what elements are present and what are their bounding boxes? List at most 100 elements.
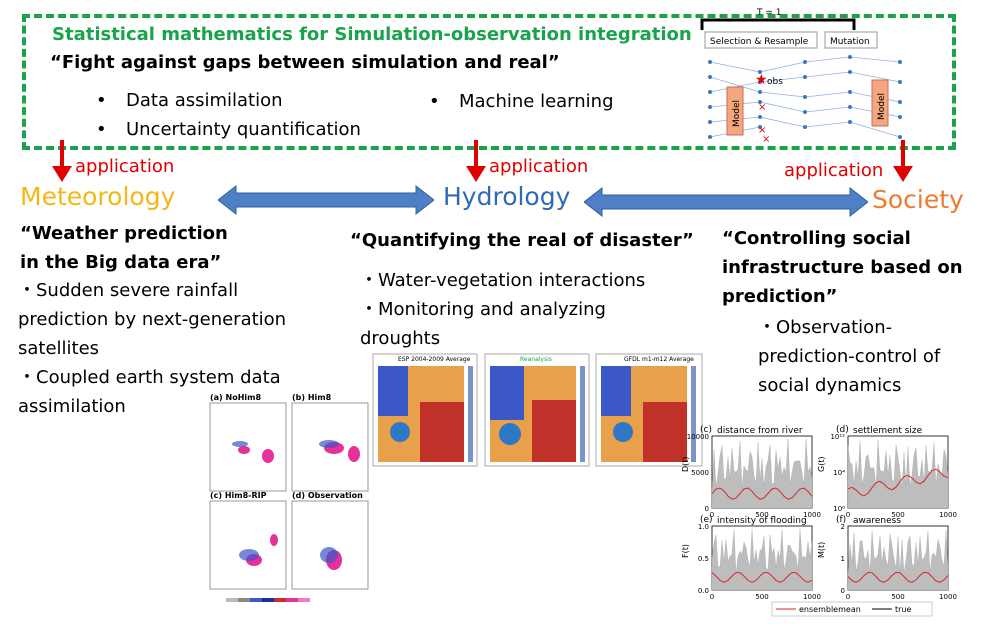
legend-mean-label: ensemblemean — [799, 605, 861, 614]
hydro-panel-title-2: Reanalysis — [520, 356, 552, 363]
soc-item-line1: ・Observation- — [758, 317, 893, 338]
obs-label: obs — [767, 77, 783, 87]
plot-xtick-2-1: 500 — [755, 593, 768, 601]
methods-title: Statistical mathematics for Simulation-o… — [52, 24, 692, 45]
mutation-label: Mutation — [830, 37, 870, 47]
met-item-line1: ・Sudden severe rainfall — [18, 280, 239, 301]
plot-ytick-2-0: 0.0 — [698, 587, 709, 595]
met-quote-line1: “Weather prediction — [20, 223, 228, 244]
plot-title-3: awareness — [853, 516, 901, 526]
application-arrow-hydrology — [466, 140, 486, 182]
plot-tag-0: (c) — [700, 425, 712, 435]
met-item-line3: satellites — [18, 338, 100, 359]
soc-quote-line3: prediction” — [722, 286, 838, 307]
plot-tag-1: (d) — [836, 425, 849, 435]
soc-quote-line1: “Controlling social — [722, 228, 911, 249]
hydro-panel-title-3: GFDL m1-m12 Average — [624, 356, 694, 363]
svg-text:×: × — [758, 125, 766, 136]
plot-ytick-3-1: 1 — [841, 555, 845, 563]
met-panel-label-d: (d) Observation — [292, 491, 363, 500]
plot-ytick-2-1: 0.5 — [698, 555, 709, 563]
model-label-left: Model — [732, 100, 742, 127]
plot-xtick-1-1: 500 — [891, 511, 904, 519]
svg-text:×: × — [762, 134, 770, 145]
met-rainfall-panels: (a) NoHim8 (b) Him8 (c) Him8-RIP (d) Obs… — [204, 390, 374, 615]
plot-ytick-3-2: 2 — [841, 523, 845, 531]
plot-ytick-2-2: 1.0 — [698, 523, 709, 531]
plot-title-2: intensity of flooding — [717, 516, 807, 526]
selection-label: Selection & Resample — [710, 37, 809, 47]
field-meteorology: Meteorology — [20, 182, 176, 211]
plot-xtick-3-0: 0 — [846, 593, 850, 601]
model-label-right: Model — [877, 93, 887, 120]
met-panel-label-c: (c) Him8-RIP — [210, 491, 267, 500]
plot-xtick-2-2: 1000 — [803, 593, 821, 601]
social-plots: (c) distance from river D(t) 0 5000 10000 0 500… — [672, 422, 972, 620]
svg-text:×: × — [758, 102, 766, 113]
double-arrow-hydrology-society — [584, 187, 868, 217]
hydro-panel-title-1: ESP 2004-2009 Average — [398, 356, 471, 363]
particle-filter-schematic: T = 1 Selection & Resample Mutation Mode… — [700, 8, 902, 145]
bullet-data-assimilation: Data assimilation — [96, 90, 282, 111]
plot-ytick-1-1: 10⁴ — [833, 469, 845, 477]
hydro-item-line3: droughts — [360, 328, 441, 349]
hydro-maps: ESP 2004-2009 Average Reanalysis GFDL m1… — [370, 352, 706, 470]
plot-ylabel-3: M(t) — [817, 542, 826, 558]
plot-xtick-1-0: 0 — [846, 511, 850, 519]
plot-ensemble-1 — [847, 439, 949, 509]
field-hydrology: Hydrology — [443, 182, 571, 211]
plot-ytick-0-1: 5000 — [691, 469, 709, 477]
application-label-hydrology: application — [489, 156, 589, 177]
plot-xtick-2-0: 0 — [710, 593, 714, 601]
plot-ylabel-1: G(t) — [817, 456, 826, 472]
plot-ensemble-2 — [711, 528, 813, 591]
plot-title-0: distance from river — [717, 426, 803, 436]
plot-xtick-1-2: 1000 — [939, 511, 957, 519]
met-panel-label-b: (b) Him8 — [292, 393, 332, 402]
application-label-society: application — [784, 160, 884, 181]
double-arrow-meteorology-hydrology — [218, 184, 434, 216]
met-item-line5: assimilation — [18, 396, 126, 417]
plot-ytick-3-0: 0 — [841, 587, 845, 595]
plot-legend-box — [771, 601, 933, 617]
methods-subtitle: “Fight against gaps between simulation a… — [50, 52, 560, 73]
plot-ensemble-0 — [711, 438, 813, 509]
plot-ytick-1-0: 10⁰ — [833, 505, 845, 513]
plot-mean-1 — [847, 468, 949, 497]
plot-mean-0 — [711, 487, 813, 500]
plot-xtick-0-1: 500 — [755, 511, 768, 519]
methods-box — [22, 14, 956, 150]
legend-true-label: true — [895, 605, 911, 614]
plot-ylabel-0: D(t) — [681, 456, 690, 472]
plot-xtick-3-1: 500 — [891, 593, 904, 601]
bullet-uncertainty: Uncertainty quantification — [96, 119, 361, 140]
soc-item-line2: prediction-control of — [758, 346, 941, 367]
hydro-item-line2: ・Monitoring and analyzing — [360, 299, 606, 320]
obs-star-icon: ★ — [755, 72, 768, 88]
application-arrow-meteorology — [52, 140, 72, 182]
plot-title-1: settlement size — [853, 426, 923, 436]
met-item-line4: ・Coupled earth system data — [18, 367, 281, 388]
soc-quote-line2: infrastructure based on — [722, 257, 963, 278]
application-label-meteorology: application — [75, 156, 175, 177]
plot-ylabel-2: F(t) — [681, 544, 690, 558]
met-quote-line2: in the Big data era” — [20, 252, 222, 273]
application-arrow-society — [893, 140, 913, 182]
plot-tag-2: (e) — [700, 515, 713, 525]
met-panel-label-a: (a) NoHim8 — [210, 393, 261, 402]
t-label: T = 1 — [756, 8, 782, 18]
hydro-item-line1: ・Water-vegetation interactions — [360, 270, 646, 291]
met-item-line2: prediction by next-generation — [18, 309, 287, 330]
plot-tag-3: (f) — [836, 515, 846, 525]
bullet-machine-learning: Machine learning — [429, 91, 613, 112]
plot-ytick-1-2: 10¹² — [830, 433, 845, 441]
plot-ytick-0-0: 0 — [705, 505, 709, 513]
field-society: Society — [872, 185, 964, 214]
plot-ytick-0-2: 10000 — [687, 433, 709, 441]
hydro-quote: “Quantifying the real of disaster” — [350, 230, 694, 251]
plot-mean-3 — [847, 571, 949, 583]
plot-mean-2 — [711, 571, 813, 583]
plot-xtick-0-0: 0 — [710, 511, 714, 519]
plot-xtick-0-2: 1000 — [803, 511, 821, 519]
soc-item-line3: social dynamics — [758, 375, 902, 396]
